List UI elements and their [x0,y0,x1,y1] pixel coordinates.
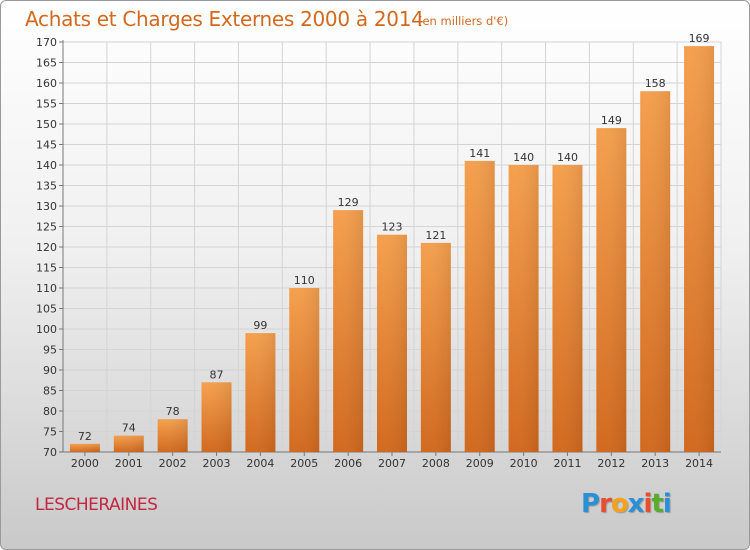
bar-shade-2009 [464,160,495,452]
data-label-2008: 121 [425,229,446,242]
y-tick-label: 75 [43,426,57,439]
y-tick-label: 150 [36,118,57,131]
data-label-2007: 123 [382,221,403,234]
data-label-2009: 141 [469,147,490,160]
bars [69,46,715,452]
data-label-2003: 87 [210,368,224,381]
bar-shade-2000 [69,443,100,452]
bar-shade-2008 [420,242,451,452]
data-label-2014: 169 [689,32,710,45]
data-label-2006: 129 [338,196,359,209]
y-tick-label: 140 [36,159,57,172]
y-tick-label: 95 [43,344,57,357]
data-label-2000: 72 [78,430,92,443]
data-label-2010: 140 [513,151,534,164]
chart-unit: (en milliers d'€) [418,14,509,28]
x-tick-label: 2011 [553,457,581,470]
y-tick-label: 130 [36,200,57,213]
logo-letter-i1: i [643,489,653,519]
bar-shade-2012 [596,128,627,452]
y-tick-label: 155 [36,98,57,111]
x-tick-label: 2005 [290,457,318,470]
x-tick-label: 2000 [71,457,99,470]
logo-letter-t: t [651,489,663,519]
data-label-2011: 140 [557,151,578,164]
y-tick-label: 90 [43,364,57,377]
logo-letter-i2: i [662,489,672,519]
y-tick-label: 135 [36,180,57,193]
data-label-2005: 110 [294,274,315,287]
x-tick-label: 2003 [203,457,231,470]
x-tick-label: 2002 [159,457,187,470]
y-tick-label: 160 [36,77,57,90]
y-tick-label: 165 [36,57,57,70]
y-tick-label: 80 [43,405,57,418]
bar-shade-2007 [377,234,407,452]
x-tick-label: 2001 [115,457,143,470]
bar-shade-2001 [113,435,144,452]
data-label-2002: 78 [166,405,180,418]
x-tick-label: 2013 [641,457,669,470]
y-tick-label: 110 [36,282,57,295]
y-tick-label: 170 [36,36,57,49]
bar-shade-2002 [157,419,188,452]
y-tick-label: 125 [36,221,57,234]
x-tick-label: 2009 [466,457,494,470]
x-tick-label: 2006 [334,457,362,470]
bar-shade-2013 [640,91,671,452]
bar-shade-2006 [333,210,364,452]
bar-shade-2004 [245,333,276,452]
data-label-2004: 99 [253,319,267,332]
y-tick-label: 85 [43,385,57,398]
logo-letter-r: r [599,489,612,519]
y-tick-label: 145 [36,139,57,152]
y-tick-label: 100 [36,323,57,336]
bar-shade-2010 [508,165,539,452]
y-tick-label: 120 [36,241,57,254]
data-label-2012: 149 [601,114,622,127]
data-label-2013: 158 [645,77,666,90]
x-tick-label: 2004 [246,457,274,470]
y-tick-label: 105 [36,303,57,316]
y-tick-label: 70 [43,446,57,459]
axes: 70 75 80 85 90 95 100 105 110 115 120 125 130 135 140 1… [36,36,721,470]
bar-shade-2011 [552,165,583,452]
data-labels: 72 74 78 87 99 110 129 123 121 141 140 140 149 158 169 [78,32,710,443]
bar-shade-2003 [201,382,232,452]
x-tick-label: 2008 [422,457,450,470]
x-tick-label: 2007 [378,457,406,470]
proxiti-logo[interactable]: Proxiti [581,489,672,519]
bar-shade-2005 [289,288,320,452]
logo-letter-o: o [610,489,629,519]
x-tick-label: 2012 [597,457,625,470]
x-tick-label: 2010 [510,457,538,470]
bar-shade-2014 [684,46,715,452]
x-tick-label: 2014 [685,457,713,470]
chart-title: Achats et Charges Externes 2000 à 2014 [25,7,424,31]
data-label-2001: 74 [122,422,136,435]
commune-name: LESCHERAINES [35,495,158,515]
logo-letter-x: x [627,489,645,519]
logo-letter-P: P [581,489,600,519]
y-tick-label: 115 [36,262,57,275]
